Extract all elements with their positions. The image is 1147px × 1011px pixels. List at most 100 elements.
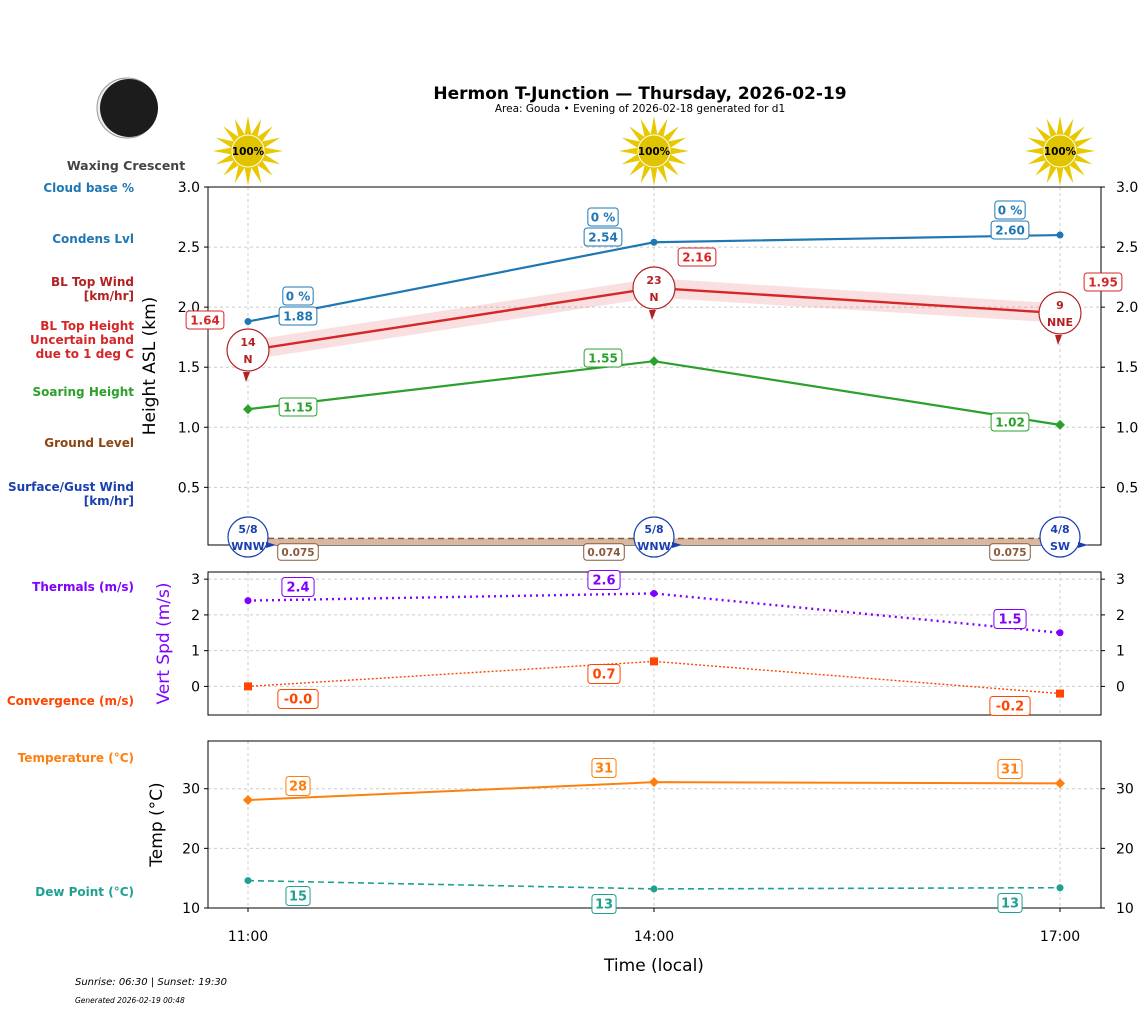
- sun-disc: [1043, 134, 1077, 168]
- ground-label: 0.075: [993, 547, 1026, 559]
- surface-wind-speed: 5/8: [238, 523, 257, 536]
- wind-arrow-icon: [672, 542, 682, 548]
- sun-percent: 100%: [232, 146, 265, 158]
- wind-arrow-icon: [243, 372, 250, 382]
- dewpoint-label: 13: [1001, 897, 1019, 912]
- ground-label-box: [277, 543, 319, 561]
- label-bl-height: due to 1 deg C: [36, 347, 135, 361]
- cloud-base-label: 1.88: [283, 309, 313, 323]
- label-surface-wind: [km/hr]: [84, 494, 134, 508]
- cloud-base-point: [244, 318, 252, 326]
- dewpoint-label: 15: [289, 890, 307, 905]
- y-tick-label: 10: [182, 901, 200, 917]
- thermals-point: [650, 589, 658, 597]
- bl-wind-dir: NNE: [1047, 316, 1073, 329]
- y-tick-label-right: 3: [1116, 572, 1125, 588]
- label-bl-wind: BL Top Wind: [51, 275, 134, 289]
- x-tick-label: 14:00: [634, 929, 674, 945]
- label-dewpoint: Dew Point (°C): [35, 885, 134, 899]
- bl-wind-speed: 9: [1056, 299, 1064, 312]
- cloud-pct-label-box: [282, 286, 314, 306]
- thermals-point: [1056, 629, 1064, 637]
- sun-disc: [231, 134, 265, 168]
- label-bl-height: BL Top Height: [40, 319, 134, 333]
- ground-label-box: [989, 543, 1031, 561]
- surface-wind-dir: WNW: [231, 540, 264, 553]
- panel-frame: [207, 571, 1102, 716]
- thermals-label-box: [993, 609, 1027, 629]
- label-cloud-base: Cloud base %: [43, 181, 134, 195]
- bl-top-label: 1.64: [190, 313, 220, 327]
- surface-wind-circle: [1039, 516, 1081, 558]
- thermals-point: [244, 597, 252, 605]
- dewpoint-line: [247, 879, 1061, 890]
- y-tick-label: 2: [191, 608, 200, 624]
- y-tick-label-right: 3.0: [1116, 180, 1138, 196]
- soaring-label: 1.55: [588, 351, 618, 365]
- dewpoint-point: [244, 877, 252, 885]
- bl-wind-circle: [632, 266, 676, 310]
- temperature-point: [1055, 778, 1065, 789]
- label-temperature: Temperature (°C): [18, 751, 134, 765]
- soaring-point: [1055, 419, 1065, 430]
- generated-timestamp: Generated 2026-02-19 00:48: [75, 996, 185, 1005]
- cloud-base-label-box: [278, 306, 318, 326]
- y-axis-label: Vert Spd (m/s): [154, 582, 174, 704]
- bl-wind-circle: [1038, 291, 1082, 335]
- convergence-point: [1056, 689, 1064, 698]
- dewpoint-label-box: [591, 894, 617, 914]
- surface-wind-speed: 4/8: [1050, 523, 1069, 536]
- bl-wind-circle: [226, 328, 270, 372]
- temperature-point: [243, 795, 253, 806]
- sun-percent: 100%: [1044, 146, 1077, 158]
- surface-wind-speed: 5/8: [644, 523, 663, 536]
- bl-top-label-box: [677, 247, 717, 267]
- dewpoint-label-box: [997, 893, 1023, 913]
- bl-wind-dir: N: [649, 291, 658, 304]
- bl-top-label-box: [1083, 272, 1123, 292]
- y-tick-label-right: 20: [1116, 841, 1134, 857]
- cloud-pct-label: 0 %: [998, 203, 1023, 217]
- convergence-point: [650, 657, 658, 666]
- cloud-base-label-box: [990, 220, 1030, 240]
- ground-label-box: [583, 543, 625, 561]
- convergence-point: [244, 682, 252, 691]
- dewpoint-point: [1056, 884, 1064, 892]
- convergence-label: -0.0: [284, 693, 312, 708]
- bl-uncertainty-band: [248, 278, 1060, 360]
- label-surface-wind: Surface/Gust Wind: [8, 480, 134, 494]
- convergence-label: -0.2: [996, 700, 1024, 715]
- label-ground: Ground Level: [44, 436, 134, 450]
- soaring-label-box: [278, 397, 318, 417]
- y-tick-label-right: 30: [1116, 782, 1134, 798]
- label-bl-wind: [km/hr]: [84, 289, 134, 303]
- y-tick-label: 1.0: [178, 420, 200, 436]
- y-tick-label-right: 0.5: [1116, 480, 1138, 496]
- y-tick-label-right: 1.0: [1116, 420, 1138, 436]
- bl-wind-speed: 23: [646, 274, 661, 287]
- cloud-base-label: 2.60: [995, 223, 1025, 237]
- temperature-label-box: [997, 759, 1023, 779]
- convergence-label: 0.7: [592, 668, 615, 683]
- y-tick-label: 0: [191, 679, 200, 695]
- thermals-label: 2.4: [286, 581, 309, 596]
- surface-wind-dir: SW: [1050, 540, 1070, 553]
- cloud-base-label-box: [583, 227, 623, 247]
- wind-arrow-icon: [1078, 542, 1088, 548]
- y-tick-label: 20: [182, 841, 200, 857]
- y-tick-label: 30: [182, 782, 200, 798]
- temperature-point: [649, 777, 659, 788]
- wind-arrow-icon: [649, 310, 656, 320]
- y-tick-label-right: 1: [1116, 644, 1125, 660]
- x-axis-label: Time (local): [603, 956, 704, 976]
- cloud-pct-label: 0 %: [286, 289, 311, 303]
- soaring-label: 1.15: [283, 400, 313, 414]
- y-tick-label-right: 10: [1116, 901, 1134, 917]
- thermals-label-box: [281, 577, 315, 597]
- x-tick-label: 11:00: [228, 929, 268, 945]
- bl-wind-dir: N: [243, 353, 252, 366]
- cloud-base-label: 2.54: [588, 230, 618, 244]
- moon-phase-label: Waxing Crescent: [67, 158, 185, 173]
- y-tick-label-right: 0: [1116, 679, 1125, 695]
